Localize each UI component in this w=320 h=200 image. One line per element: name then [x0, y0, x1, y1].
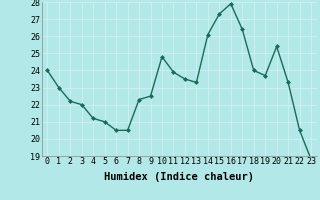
- X-axis label: Humidex (Indice chaleur): Humidex (Indice chaleur): [104, 172, 254, 182]
